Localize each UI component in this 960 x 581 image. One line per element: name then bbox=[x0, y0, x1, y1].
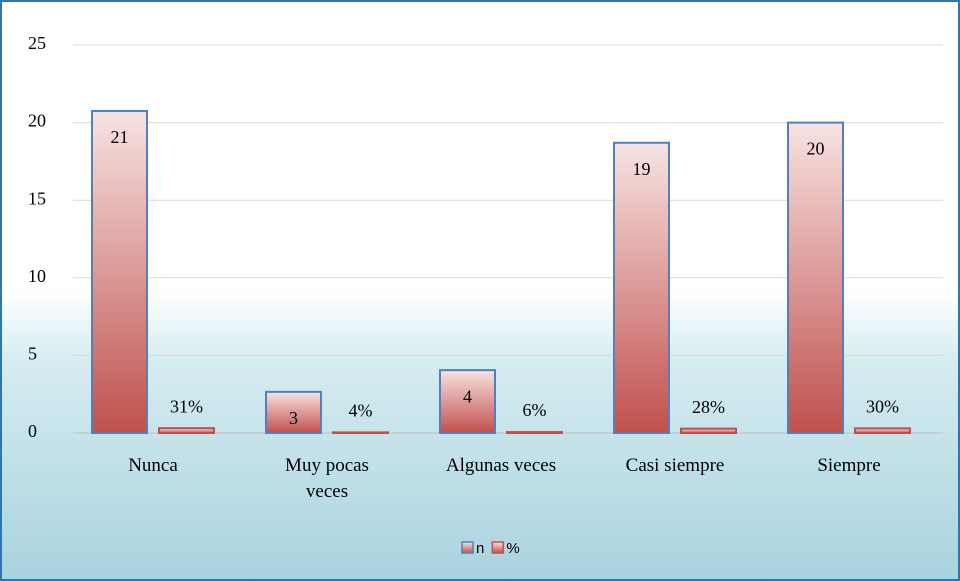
bar bbox=[506, 431, 563, 434]
bar bbox=[91, 109, 148, 435]
bar bbox=[158, 427, 215, 435]
bar bbox=[439, 369, 496, 435]
legend-swatch bbox=[461, 541, 474, 554]
y-tick-label: 20 bbox=[28, 111, 46, 131]
x-tick-label: Muy pocas veces bbox=[285, 455, 369, 502]
bar bbox=[787, 121, 844, 434]
bar bbox=[265, 390, 322, 435]
y-tick-label: 10 bbox=[28, 266, 46, 286]
data-label: 3 bbox=[289, 408, 298, 428]
data-label: 21 bbox=[111, 127, 129, 147]
legend-label: % bbox=[506, 540, 519, 557]
data-label: 31% bbox=[170, 396, 203, 416]
data-label: 4% bbox=[349, 401, 373, 421]
x-tick-label: Algunas veces bbox=[445, 455, 557, 476]
x-tick-label: Siempre bbox=[817, 455, 881, 476]
legend-label: n bbox=[476, 540, 484, 557]
bar bbox=[613, 141, 670, 434]
data-label: 6% bbox=[523, 400, 547, 420]
y-tick-label: 15 bbox=[28, 188, 46, 208]
legend-swatch bbox=[491, 541, 505, 554]
x-tick-label: Casi siempre bbox=[625, 455, 725, 476]
x-tick-label: Nunca bbox=[128, 455, 178, 476]
data-label: 20 bbox=[807, 139, 825, 159]
data-label: 19 bbox=[633, 159, 651, 179]
data-label: 4 bbox=[463, 386, 472, 406]
bar bbox=[854, 427, 911, 434]
bar bbox=[680, 427, 737, 434]
y-tick-label: 0 bbox=[28, 421, 37, 441]
data-label: 28% bbox=[692, 397, 725, 417]
y-tick-label: 5 bbox=[28, 344, 37, 364]
bar bbox=[332, 431, 389, 435]
data-label: 30% bbox=[866, 396, 899, 416]
y-tick-label: 25 bbox=[28, 33, 46, 53]
